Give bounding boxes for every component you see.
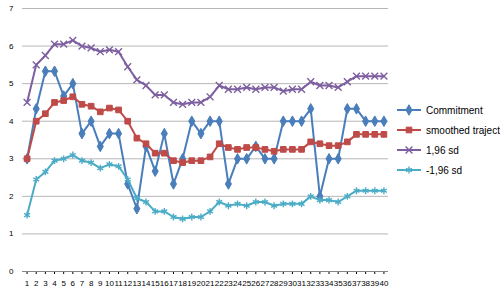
svg-text:31: 31 [297,279,306,288]
svg-text:21: 21 [206,279,215,288]
svg-text:15: 15 [151,279,160,288]
svg-text:26: 26 [251,279,260,288]
svg-text:19: 19 [187,279,196,288]
svg-text:35: 35 [334,279,343,288]
svg-text:7: 7 [80,279,85,288]
svg-text:7: 7 [9,4,14,13]
html-text:Commitment: Commitment [426,104,483,116]
svg-text:20: 20 [196,279,205,288]
svg-text:11: 11 [114,279,123,288]
svg-text:27: 27 [261,279,270,288]
svg-text:6: 6 [9,42,14,51]
svg-text:3: 3 [43,279,48,288]
svg-text:2: 2 [34,279,39,288]
svg-text:6: 6 [71,279,76,288]
svg-text:9: 9 [98,279,103,288]
svg-text:36: 36 [343,279,352,288]
svg-text:17: 17 [169,279,178,288]
svg-text:16: 16 [160,279,169,288]
svg-text:3: 3 [9,154,14,163]
svg-text:24: 24 [233,279,242,288]
html-text:-1,96 sd: -1,96 sd [426,164,463,176]
svg-text:39: 39 [370,279,379,288]
html-text:1,96 sd: 1,96 sd [426,144,459,156]
svg-text:1: 1 [25,279,30,288]
svg-text:18: 18 [178,279,187,288]
svg-text:40: 40 [379,279,388,288]
svg-text:29: 29 [279,279,288,288]
svg-text:2: 2 [9,192,14,201]
svg-text:12: 12 [123,279,132,288]
svg-text:14: 14 [142,279,151,288]
svg-text:5: 5 [61,279,66,288]
svg-text:5: 5 [9,79,14,88]
svg-text:4: 4 [52,279,57,288]
svg-text:13: 13 [132,279,141,288]
svg-text:33: 33 [315,279,324,288]
svg-text:10: 10 [105,279,114,288]
svg-text:22: 22 [215,279,224,288]
svg-text:23: 23 [224,279,233,288]
svg-text:1: 1 [9,229,14,238]
svg-text:0: 0 [9,267,14,276]
svg-text:37: 37 [352,279,361,288]
svg-text:32: 32 [306,279,315,288]
svg-text:28: 28 [270,279,279,288]
svg-text:25: 25 [242,279,251,288]
svg-text:8: 8 [89,279,94,288]
svg-text:38: 38 [361,279,370,288]
svg-text:30: 30 [288,279,297,288]
svg-text:34: 34 [325,279,334,288]
svg-text:4: 4 [9,117,14,126]
